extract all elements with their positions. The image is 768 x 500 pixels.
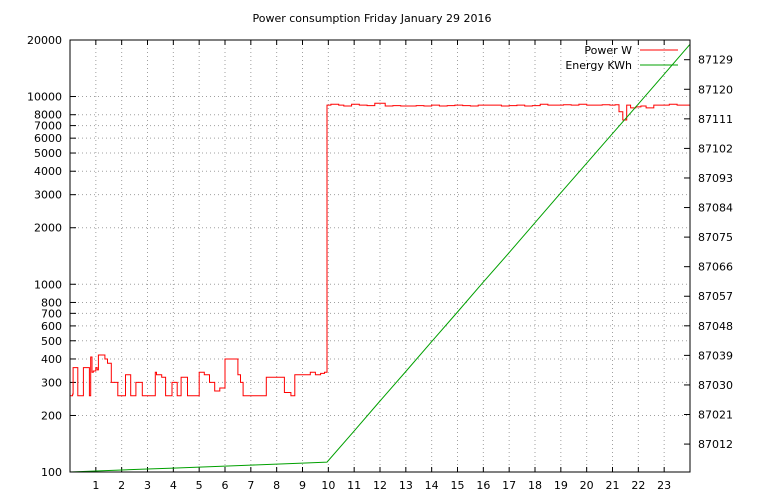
y-right-tick-label: 87066	[698, 261, 733, 274]
y-right-tick-label: 87111	[698, 113, 733, 126]
x-tick-label: 8	[273, 479, 280, 492]
x-tick-label: 23	[657, 479, 671, 492]
x-tick-label: 2	[118, 479, 125, 492]
y-left-tick-label: 3000	[34, 189, 62, 202]
y-left-tick-label: 500	[41, 335, 62, 348]
y-right-tick-label: 87084	[698, 202, 733, 215]
x-tick-label: 19	[554, 479, 568, 492]
series-layer	[69, 43, 691, 473]
x-tick-label: 22	[631, 479, 645, 492]
y-left-tick-label: 100	[41, 466, 62, 479]
y-left-tick-label: 10000	[27, 91, 62, 104]
x-tick-label: 10	[321, 479, 335, 492]
x-tick-label: 11	[347, 479, 361, 492]
x-tick-label: 15	[451, 479, 465, 492]
y-left-tick-label: 600	[41, 320, 62, 333]
y-axis-right: 87012 87021 87030 87039 87048 87057 87066 87075…	[684, 54, 733, 451]
y-left-tick-label: 5000	[34, 147, 62, 160]
x-tick-label: 12	[373, 479, 387, 492]
y-right-tick-label: 87048	[698, 320, 733, 333]
x-tick-label: 21	[606, 479, 620, 492]
y-right-tick-label: 87120	[698, 83, 733, 96]
x-axis: 1 2 3 4 5 6 7 8 9 10 11 12 13 14 15 16 17 18 19 20 21 22 23	[92, 40, 671, 492]
x-tick-label: 5	[196, 479, 203, 492]
y-right-tick-label: 87129	[698, 54, 733, 67]
y-right-tick-label: 87093	[698, 172, 733, 185]
x-tick-label: 3	[144, 479, 151, 492]
y-right-tick-label: 87030	[698, 379, 733, 392]
y-right-tick-label: 87102	[698, 142, 733, 155]
x-tick-label: 1	[92, 479, 99, 492]
y-left-tick-label: 4000	[34, 165, 62, 178]
y-left-tick-label: 700	[41, 307, 62, 320]
y-left-tick-label: 300	[41, 376, 62, 389]
x-tick-label: 4	[170, 479, 177, 492]
plot-frame	[69, 39, 691, 473]
y-right-tick-label: 87057	[698, 290, 733, 303]
y-right-tick-label: 87075	[698, 231, 733, 244]
y-left-tick-label: 200	[41, 409, 62, 422]
x-tick-label: 14	[425, 479, 439, 492]
x-tick-label: 17	[502, 479, 516, 492]
x-tick-label: 9	[299, 479, 306, 492]
y-right-tick-label: 87012	[698, 438, 733, 451]
y-left-tick-label: 400	[41, 353, 62, 366]
y-left-tick-label: 2000	[34, 222, 62, 235]
chart-title: Power consumption Friday January 29 2016	[253, 12, 492, 25]
series-line-power-w	[70, 102, 691, 397]
series-line-energy-kwh	[69, 43, 691, 473]
y-right-tick-label: 87021	[698, 409, 733, 422]
x-tick-label: 7	[247, 479, 254, 492]
legend-label: Power W	[584, 44, 632, 57]
y-right-tick-label: 87039	[698, 349, 733, 362]
y-left-tick-label: 7000	[34, 120, 62, 133]
y-left-tick-label: 800	[41, 296, 62, 309]
x-tick-label: 16	[476, 479, 490, 492]
legend: Power W Energy KWh	[565, 44, 678, 72]
legend-label: Energy KWh	[565, 59, 632, 72]
y-left-tick-label: 8000	[34, 109, 62, 122]
y-left-tick-label: 6000	[34, 132, 62, 145]
x-tick-label: 18	[528, 479, 542, 492]
x-tick-label: 20	[580, 479, 594, 492]
y-left-tick-label: 1000	[34, 278, 62, 291]
y-left-tick-label: 20000	[27, 34, 62, 47]
x-tick-label: 6	[222, 479, 229, 492]
x-tick-label: 13	[399, 479, 413, 492]
